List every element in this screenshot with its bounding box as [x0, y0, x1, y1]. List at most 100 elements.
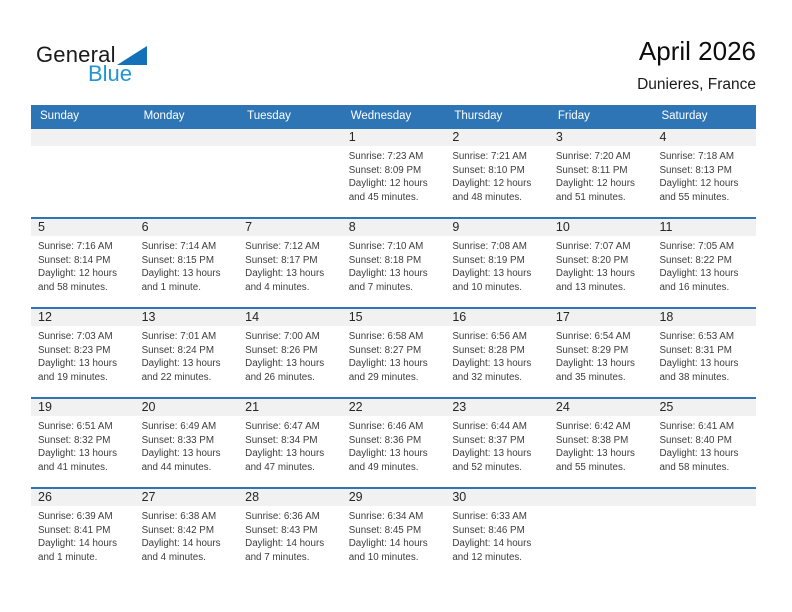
day-number: 11 [652, 219, 757, 236]
weekday-header-tuesday: Tuesday [247, 110, 291, 122]
day-details: Sunrise: 7:14 AM Sunset: 8:15 PM Daylight:… [135, 236, 239, 294]
day-details: Sunrise: 7:03 AM Sunset: 8:23 PM Daylight:… [31, 326, 135, 384]
sunset-text: Sunset: 8:14 PM [38, 254, 111, 266]
day-details: Sunrise: 6:56 AM Sunset: 8:28 PM Daylight:… [445, 326, 549, 384]
day-number [31, 129, 135, 146]
daylight-text: Daylight: 13 hours and 41 minutes. [38, 448, 117, 473]
sunrise-text: Sunrise: 7:08 AM [452, 241, 527, 252]
daylight-text: Daylight: 13 hours and 38 minutes. [659, 358, 739, 383]
day-cell: 19 Sunrise: 6:51 AM Sunset: 8:32 PM Dayligh… [31, 399, 135, 487]
title-block: April 2026 Dunieres, France [637, 36, 756, 94]
day-number: 1 [341, 129, 446, 146]
sunset-text: Sunset: 8:45 PM [348, 524, 422, 536]
day-cell: 12 Sunrise: 7:03 AM Sunset: 8:23 PM Dayligh… [31, 309, 135, 397]
sunset-text: Sunset: 8:22 PM [659, 254, 732, 266]
sunset-text: Sunset: 8:13 PM [659, 164, 732, 176]
calendar-weeks: 1 Sunrise: 7:23 AM Sunset: 8:09 PM Daylight… [31, 127, 757, 577]
day-cell: 14 Sunrise: 7:00 AM Sunset: 8:26 PM Dayligh… [238, 309, 342, 397]
sunset-text: Sunset: 8:38 PM [555, 434, 629, 446]
day-cell [134, 129, 239, 217]
sunrise-text: Sunrise: 7:10 AM [348, 241, 424, 252]
day-number: 5 [31, 219, 135, 236]
logo-row: General [36, 42, 147, 68]
weekday-header-row: Sunday Monday Tuesday Wednesday Thursday… [31, 105, 756, 127]
sunset-text: Sunset: 8:43 PM [245, 524, 318, 536]
day-number: 14 [238, 309, 342, 326]
sunset-text: Sunset: 8:42 PM [141, 524, 215, 536]
sunset-text: Sunset: 8:09 PM [348, 164, 422, 176]
sunrise-text: Sunrise: 6:47 AM [245, 421, 320, 432]
sunset-text: Sunset: 8:18 PM [348, 254, 422, 266]
week-row: 26 Sunrise: 6:39 AM Sunset: 8:41 PM Dayligh… [31, 487, 757, 577]
week-row: 12 Sunrise: 7:03 AM Sunset: 8:23 PM Dayligh… [31, 307, 757, 397]
day-number [238, 129, 342, 146]
sunrise-text: Sunrise: 7:16 AM [38, 241, 113, 252]
sunrise-text: Sunrise: 7:03 AM [38, 331, 113, 342]
sunset-text: Sunset: 8:26 PM [245, 344, 318, 356]
day-details: Sunrise: 7:01 AM Sunset: 8:24 PM Daylight:… [135, 326, 239, 384]
day-cell: 10 Sunrise: 7:07 AM Sunset: 8:20 PM Dayligh… [548, 219, 653, 307]
day-cell: 17 Sunrise: 6:54 AM Sunset: 8:29 PM Dayligh… [548, 309, 653, 397]
sunset-text: Sunset: 8:19 PM [452, 254, 525, 266]
daylight-text: Daylight: 14 hours and 7 minutes. [245, 538, 325, 563]
day-details [135, 146, 239, 150]
day-cell: 28 Sunrise: 6:36 AM Sunset: 8:43 PM Dayligh… [238, 489, 342, 577]
sunrise-text: Sunrise: 6:42 AM [555, 421, 631, 432]
day-number: 19 [31, 399, 135, 416]
sunset-text: Sunset: 8:15 PM [141, 254, 215, 266]
day-details: Sunrise: 7:12 AM Sunset: 8:17 PM Daylight:… [238, 236, 342, 294]
sunset-text: Sunset: 8:40 PM [659, 434, 732, 446]
page-title: April 2026 [638, 36, 756, 66]
day-cell: 2 Sunrise: 7:21 AM Sunset: 8:10 PM Daylight… [445, 129, 549, 217]
sunset-text: Sunset: 8:23 PM [38, 344, 111, 356]
day-details: Sunrise: 6:36 AM Sunset: 8:43 PM Daylight:… [238, 506, 342, 564]
daylight-text: Daylight: 13 hours and 52 minutes. [452, 448, 532, 473]
day-details: Sunrise: 6:38 AM Sunset: 8:42 PM Daylight:… [135, 506, 239, 564]
sunrise-text: Sunrise: 6:56 AM [452, 331, 527, 342]
day-number: 18 [652, 309, 757, 326]
calendar-table: Sunday Monday Tuesday Wednesday Thursday… [31, 105, 757, 577]
day-details: Sunrise: 6:46 AM Sunset: 8:36 PM Daylight:… [342, 416, 446, 474]
sunset-text: Sunset: 8:46 PM [452, 524, 525, 536]
sunset-text: Sunset: 8:32 PM [38, 434, 111, 446]
sunrise-text: Sunrise: 6:38 AM [141, 511, 217, 522]
sunset-text: Sunset: 8:41 PM [38, 524, 111, 536]
week-row: 1 Sunrise: 7:23 AM Sunset: 8:09 PM Daylight… [31, 127, 757, 217]
page-subtitle-location: Dunieres, France [637, 76, 756, 93]
sunrise-text: Sunrise: 6:51 AM [38, 421, 113, 432]
day-number: 29 [341, 489, 446, 506]
daylight-text: Daylight: 13 hours and 1 minute. [141, 268, 221, 293]
daylight-text: Daylight: 12 hours and 51 minutes. [555, 178, 635, 203]
day-number: 7 [238, 219, 342, 236]
day-cell [238, 129, 342, 217]
day-number: 2 [445, 129, 549, 146]
day-cell: 29 Sunrise: 6:34 AM Sunset: 8:45 PM Dayligh… [341, 489, 446, 577]
day-cell: 25 Sunrise: 6:41 AM Sunset: 8:40 PM Dayligh… [652, 399, 757, 487]
sunrise-text: Sunrise: 7:12 AM [245, 241, 320, 252]
day-details: Sunrise: 6:58 AM Sunset: 8:27 PM Daylight:… [342, 326, 446, 384]
day-cell [548, 489, 653, 577]
weekday-header-thursday: Thursday [454, 110, 503, 122]
day-details: Sunrise: 6:41 AM Sunset: 8:40 PM Daylight:… [652, 416, 756, 474]
sunrise-text: Sunrise: 7:18 AM [659, 151, 735, 162]
sunset-text: Sunset: 8:17 PM [245, 254, 318, 266]
day-details: Sunrise: 7:18 AM Sunset: 8:13 PM Daylight:… [652, 146, 756, 204]
sunset-text: Sunset: 8:31 PM [659, 344, 732, 356]
day-details: Sunrise: 7:21 AM Sunset: 8:10 PM Daylight:… [445, 146, 549, 204]
day-details: Sunrise: 6:49 AM Sunset: 8:33 PM Daylight:… [135, 416, 239, 474]
day-cell: 15 Sunrise: 6:58 AM Sunset: 8:27 PM Dayligh… [341, 309, 446, 397]
day-cell: 16 Sunrise: 6:56 AM Sunset: 8:28 PM Dayligh… [445, 309, 549, 397]
logo-text-blue: Blue [88, 61, 133, 86]
day-number: 26 [31, 489, 135, 506]
general-blue-logo: General Blue [36, 42, 147, 87]
daylight-text: Daylight: 13 hours and 35 minutes. [555, 358, 635, 383]
daylight-text: Daylight: 14 hours and 12 minutes. [452, 538, 532, 563]
week-row: 5 Sunrise: 7:16 AM Sunset: 8:14 PM Daylight… [31, 217, 757, 307]
sunrise-text: Sunrise: 7:07 AM [555, 241, 631, 252]
day-number: 10 [548, 219, 653, 236]
day-cell: 8 Sunrise: 7:10 AM Sunset: 8:18 PM Daylight… [341, 219, 446, 307]
daylight-text: Daylight: 13 hours and 32 minutes. [452, 358, 532, 383]
day-cell: 30 Sunrise: 6:33 AM Sunset: 8:46 PM Dayligh… [445, 489, 549, 577]
day-number: 24 [548, 399, 653, 416]
day-number: 16 [445, 309, 549, 326]
